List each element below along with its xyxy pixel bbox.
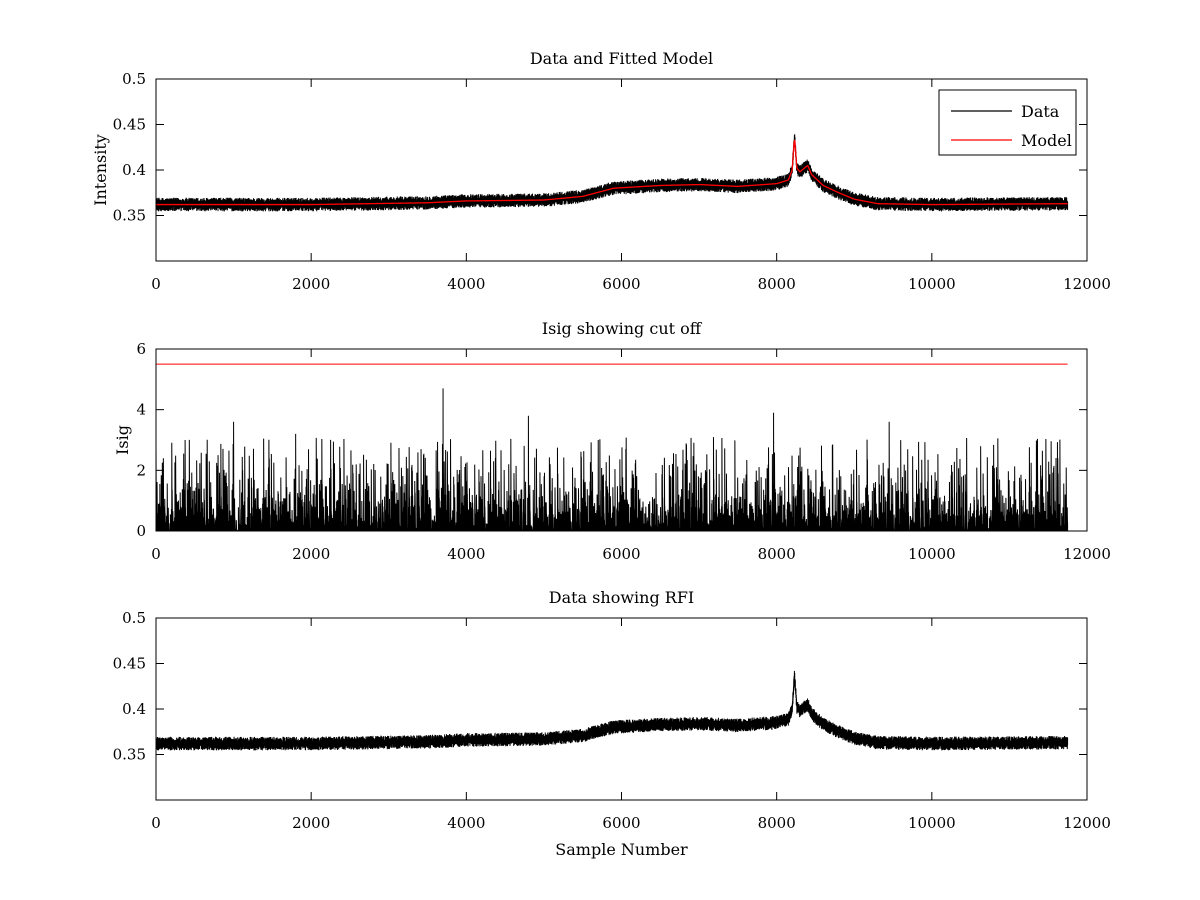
x-tick-label: 0 <box>151 275 161 293</box>
y-tick-label: 0.45 <box>113 116 146 134</box>
isig-series-line <box>156 388 1069 531</box>
x-tick-label: 6000 <box>602 545 640 563</box>
x-tick-label: 8000 <box>758 545 796 563</box>
y-tick-label: 0.35 <box>113 746 146 764</box>
plot-area <box>156 363 1069 531</box>
chart-panel-3: 0 2000 4000 6000 8000 10000 12000 0.35 0.4 0.45 0.… <box>113 588 1111 859</box>
data-series-line <box>156 670 1069 751</box>
chart-panel-1: 0 2000 4000 6000 8000 10000 12000 0.35 0.4 0.45 0.… <box>91 49 1111 293</box>
x-tick-label: 6000 <box>602 814 640 832</box>
x-tick-label: 8000 <box>758 814 796 832</box>
x-tick-label: 2000 <box>292 814 330 832</box>
y-tick-label: 0.4 <box>122 161 146 179</box>
x-tick-label: 12000 <box>1063 545 1111 563</box>
plot-area <box>156 134 1069 212</box>
x-tick-label: 2000 <box>292 545 330 563</box>
y-tick-label: 6 <box>136 340 146 358</box>
x-tick-label: 12000 <box>1063 275 1111 293</box>
legend-label-model: Model <box>1021 131 1072 150</box>
chart-title: Data showing RFI <box>549 588 694 607</box>
x-tick-label: 4000 <box>447 545 485 563</box>
x-tick-label: 10000 <box>908 545 956 563</box>
chart-title: Data and Fitted Model <box>530 49 713 68</box>
x-tick-label: 0 <box>151 545 161 563</box>
y-axis-label: Intensity <box>91 134 110 206</box>
axes-box <box>155 617 1088 801</box>
chart-title: Isig showing cut off <box>542 319 703 338</box>
y-axis-label: Isig <box>113 425 132 455</box>
y-tick-label: 0.5 <box>122 70 146 88</box>
y-tick-label: 0 <box>136 522 146 540</box>
legend: Data Model <box>938 89 1077 156</box>
x-tick-label: 0 <box>151 814 161 832</box>
x-tick-label: 2000 <box>292 275 330 293</box>
plot-area <box>156 670 1069 751</box>
legend-box <box>938 89 1077 156</box>
x-tick-label: 6000 <box>602 275 640 293</box>
y-tick-label: 4 <box>136 401 146 419</box>
x-tick-label: 10000 <box>908 814 956 832</box>
x-axis-label: Sample Number <box>555 840 688 859</box>
x-tick-label: 8000 <box>758 275 796 293</box>
data-series-line <box>156 134 1069 212</box>
chart-panel-2: 0 2000 4000 6000 8000 10000 12000 0 2 4 6 Isig show… <box>113 319 1111 563</box>
x-tick-label: 4000 <box>447 814 485 832</box>
y-tick-label: 0.45 <box>113 655 146 673</box>
x-tick-label: 10000 <box>908 275 956 293</box>
y-tick-label: 0.5 <box>122 609 146 627</box>
x-tick-label: 4000 <box>447 275 485 293</box>
y-tick-label: 0.35 <box>113 207 146 225</box>
y-tick-label: 2 <box>136 461 146 479</box>
x-tick-label: 12000 <box>1063 814 1111 832</box>
model-series-line <box>156 139 1068 206</box>
y-tick-label: 0.4 <box>122 700 146 718</box>
legend-label-data: Data <box>1021 102 1060 121</box>
